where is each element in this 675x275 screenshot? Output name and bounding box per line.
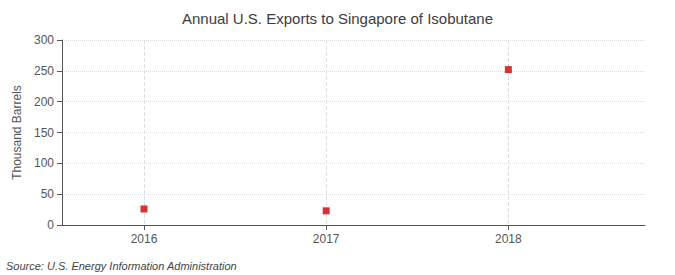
svg-text:Annual U.S. Exports to Singapo: Annual U.S. Exports to Singapore of Isob… <box>182 10 493 27</box>
svg-text:250: 250 <box>34 64 54 78</box>
svg-text:50: 50 <box>41 187 55 201</box>
svg-text:2016: 2016 <box>131 232 158 246</box>
svg-text:Thousand Barrels: Thousand Barrels <box>10 85 24 180</box>
svg-text:150: 150 <box>34 126 54 140</box>
svg-text:200: 200 <box>34 95 54 109</box>
svg-text:Source: U.S. Energy Informatio: Source: U.S. Energy Information Administ… <box>6 260 237 272</box>
svg-text:300: 300 <box>34 33 54 47</box>
svg-text:100: 100 <box>34 156 54 170</box>
svg-text:2017: 2017 <box>313 232 340 246</box>
svg-text:0: 0 <box>47 218 54 232</box>
svg-text:2018: 2018 <box>495 232 522 246</box>
